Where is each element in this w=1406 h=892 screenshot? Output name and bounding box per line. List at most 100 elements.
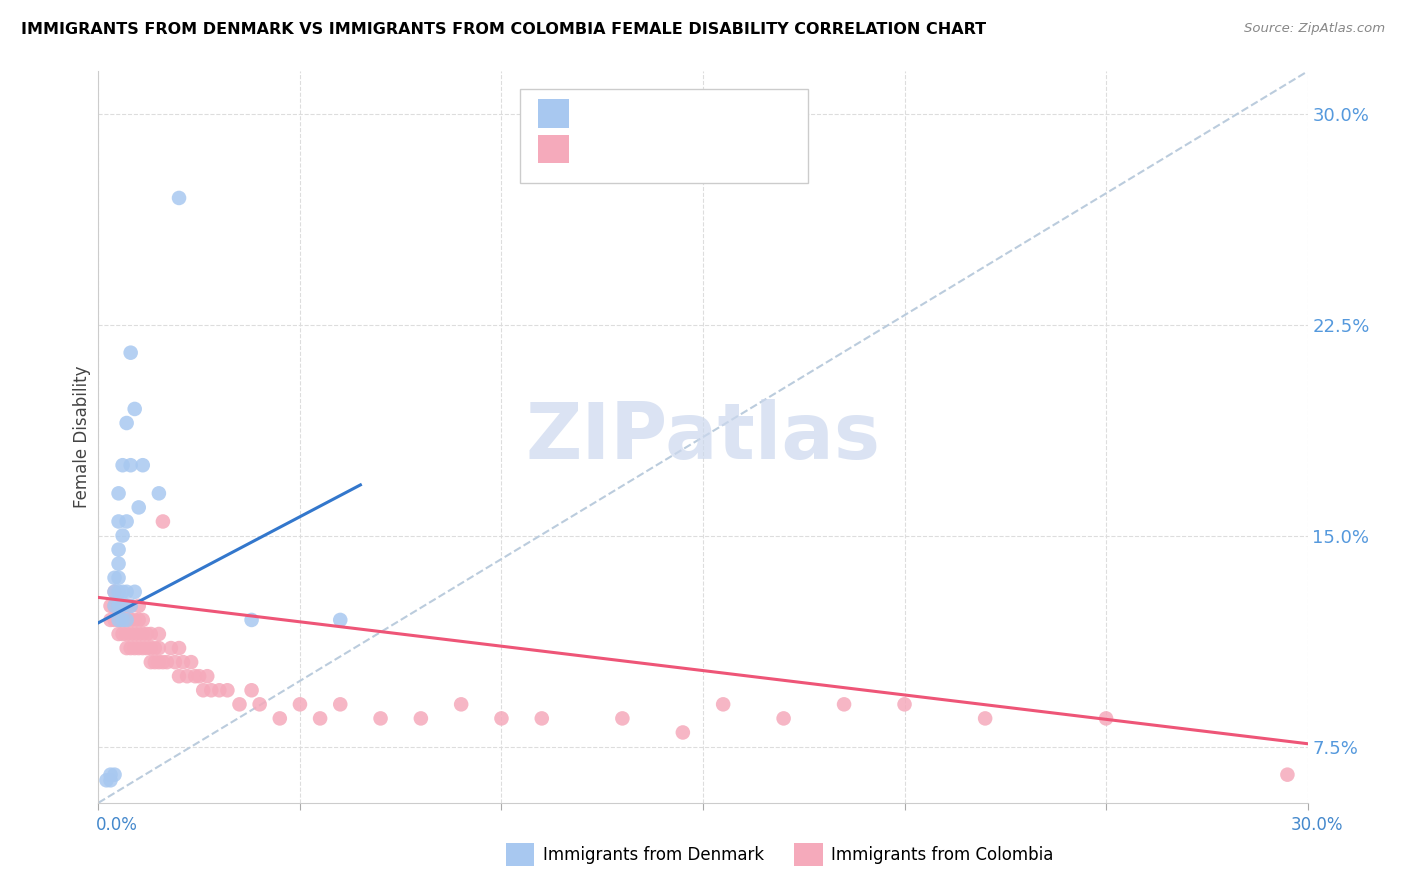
Point [107,486,129,500]
Point [167,641,190,656]
Point [160,641,183,656]
Point [107,627,129,641]
Point [107,571,129,585]
Text: 0.0%: 0.0% [96,816,138,834]
Point [309,711,332,725]
Point [156,655,179,669]
Point [100,773,122,788]
Point [115,613,138,627]
Point [163,655,186,669]
Point [103,584,125,599]
Point [893,698,915,712]
Point [115,627,138,641]
Point [195,669,218,683]
Point [100,613,122,627]
Point [111,584,134,599]
Point [120,641,142,656]
Point [176,669,198,683]
Point [124,584,146,599]
Point [288,698,311,712]
Point [111,458,134,473]
Point [107,557,129,571]
Text: N =: N = [679,104,716,122]
Text: IMMIGRANTS FROM DENMARK VS IMMIGRANTS FROM COLOMBIA FEMALE DISABILITY CORRELATIO: IMMIGRANTS FROM DENMARK VS IMMIGRANTS FR… [21,22,986,37]
Point [107,613,129,627]
Point [132,613,155,627]
Text: 30.0%: 30.0% [1291,816,1343,834]
Point [107,515,129,529]
Point [139,655,162,669]
Point [832,698,855,712]
Point [124,641,146,656]
Point [208,683,231,698]
Text: 35: 35 [718,104,741,122]
Point [115,599,138,613]
Text: Immigrants from Denmark: Immigrants from Denmark [543,846,763,863]
Point [249,698,271,712]
Point [111,528,134,542]
Point [172,655,194,669]
Point [974,711,997,725]
Point [167,191,190,205]
Point [217,683,239,698]
Point [188,669,211,683]
Point [120,627,142,641]
Point [120,613,142,627]
Point [120,458,142,473]
Point [200,683,222,698]
Point [530,711,553,725]
Point [152,515,174,529]
Y-axis label: Female Disability: Female Disability [73,366,91,508]
Point [1095,711,1118,725]
Point [143,641,166,656]
Point [167,669,190,683]
Point [269,711,291,725]
Point [409,711,432,725]
Point [120,599,142,613]
Point [132,641,155,656]
Point [128,627,150,641]
Point [135,627,157,641]
Point [128,641,150,656]
Point [100,599,122,613]
Text: Source: ZipAtlas.com: Source: ZipAtlas.com [1244,22,1385,36]
Point [115,416,138,430]
Point [124,627,146,641]
Text: -0.328: -0.328 [620,140,679,158]
Point [139,641,162,656]
Text: 77: 77 [733,140,756,158]
Text: 0.264: 0.264 [620,104,672,122]
Point [111,599,134,613]
Point [152,655,174,669]
Point [128,613,150,627]
Point [135,641,157,656]
Point [103,767,125,781]
Point [148,486,170,500]
Point [370,711,392,725]
Point [128,599,150,613]
Text: R =: R = [578,140,614,158]
Point [103,571,125,585]
Point [120,345,142,359]
Point [111,627,134,641]
Point [184,669,207,683]
Text: R =: R = [578,104,614,122]
Point [111,613,134,627]
Point [111,599,134,613]
Point [96,773,118,788]
Point [107,599,129,613]
Point [193,683,215,698]
Point [148,627,170,641]
Point [124,613,146,627]
Point [240,683,263,698]
Point [107,599,129,613]
Point [124,401,146,416]
Point [103,599,125,613]
Point [1277,767,1299,781]
Point [491,711,513,725]
Point [180,655,202,669]
Point [148,655,170,669]
Point [115,641,138,656]
Point [103,613,125,627]
Point [672,725,695,739]
